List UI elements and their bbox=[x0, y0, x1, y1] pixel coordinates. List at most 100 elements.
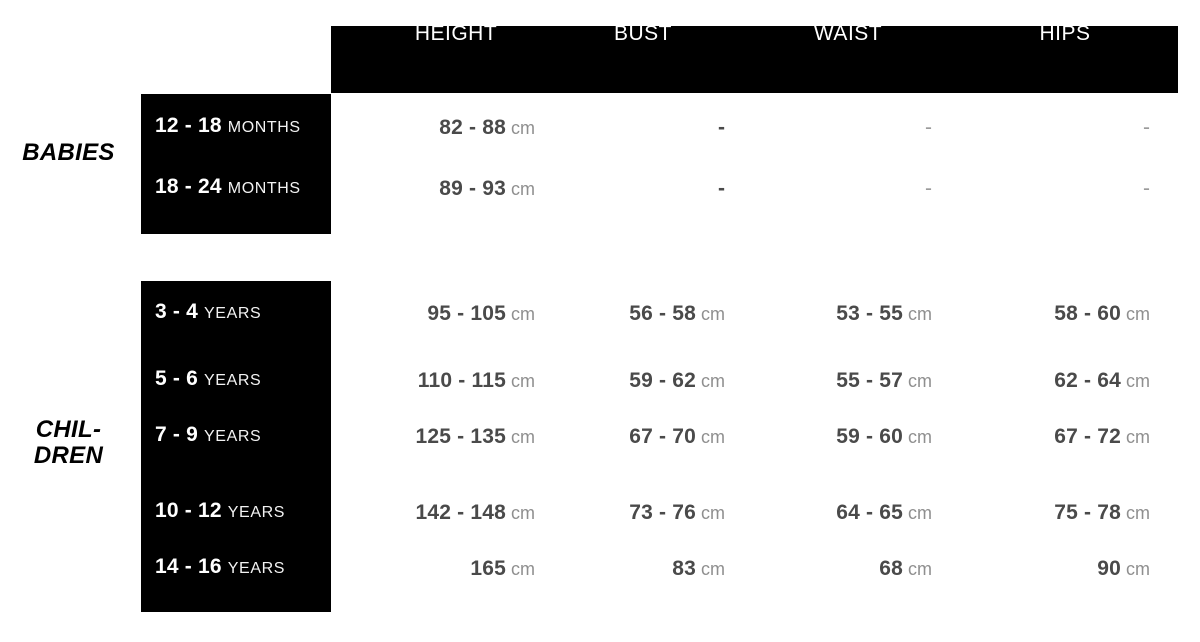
value-unit: cm bbox=[1126, 371, 1150, 391]
value-number: - bbox=[925, 177, 932, 200]
value-cell: 67 - 70 cm bbox=[425, 423, 725, 451]
size-range: 5 - 6 bbox=[155, 367, 199, 390]
value-number: 53 - 55 bbox=[836, 302, 903, 325]
value-number: - bbox=[718, 116, 725, 139]
size-age-unit: MONTHS bbox=[227, 180, 301, 197]
value-number: 55 - 57 bbox=[836, 369, 903, 392]
value-cell: - bbox=[632, 114, 932, 142]
value-number: 59 - 60 bbox=[836, 425, 903, 448]
value-cell: 55 - 57 cm bbox=[632, 367, 932, 395]
size-range: 12 - 18 bbox=[155, 114, 222, 137]
value-number: 56 - 58 bbox=[629, 302, 696, 325]
value-unit: cm bbox=[1126, 304, 1150, 324]
size-age-unit: YEARS bbox=[204, 305, 262, 322]
size-block-children: 3 - 4 YEARS 5 - 6 YEARS 7 - 9 YEARS 10 - 12 YEA… bbox=[141, 281, 331, 612]
value-number: 67 - 72 bbox=[1054, 425, 1121, 448]
value-unit: cm bbox=[511, 427, 535, 447]
value-unit: cm bbox=[701, 371, 725, 391]
value-number: 95 - 105 bbox=[427, 302, 506, 325]
value-unit: cm bbox=[908, 427, 932, 447]
size-label-row: 12 - 18 MONTHS bbox=[155, 114, 301, 138]
size-range: 7 - 9 bbox=[155, 423, 199, 446]
value-cell: 165 cm bbox=[235, 555, 535, 583]
value-cell: 125 - 135 cm bbox=[235, 423, 535, 451]
value-cell: - bbox=[850, 114, 1150, 142]
value-cell: 62 - 64 cm bbox=[850, 367, 1150, 395]
value-cell: 53 - 55 cm bbox=[632, 300, 932, 328]
size-age-unit: YEARS bbox=[227, 560, 286, 577]
size-range: 10 - 12 bbox=[155, 499, 222, 522]
value-cell: 59 - 60 cm bbox=[632, 423, 932, 451]
value-cell: 83 cm bbox=[425, 555, 725, 583]
value-cell: 95 - 105 cm bbox=[235, 300, 535, 328]
size-label-row: 5 - 6 YEARS bbox=[155, 367, 261, 391]
value-unit: cm bbox=[908, 559, 932, 579]
group-label-children: CHIL- DREN bbox=[0, 417, 137, 469]
size-range: 3 - 4 bbox=[155, 300, 199, 323]
value-number: 89 - 93 bbox=[439, 177, 506, 200]
size-age-unit: MONTHS bbox=[227, 119, 301, 136]
value-unit: cm bbox=[908, 503, 932, 523]
column-header-waist: WAIST bbox=[813, 22, 883, 45]
value-cell: 64 - 65 cm bbox=[632, 499, 932, 527]
size-age-unit: YEARS bbox=[204, 428, 262, 445]
value-number: 62 - 64 bbox=[1054, 369, 1121, 392]
value-unit: cm bbox=[701, 503, 725, 523]
value-unit: cm bbox=[1126, 427, 1150, 447]
value-number: 82 - 88 bbox=[439, 116, 506, 139]
value-cell: 75 - 78 cm bbox=[850, 499, 1150, 527]
table-header-bar bbox=[331, 26, 1178, 93]
group-label-line: CHIL- bbox=[35, 416, 102, 443]
value-number: 67 - 70 bbox=[629, 425, 696, 448]
size-label-row: 3 - 4 YEARS bbox=[155, 300, 261, 324]
value-cell: 73 - 76 cm bbox=[425, 499, 725, 527]
value-number: 110 - 115 bbox=[417, 369, 506, 392]
size-label-row: 7 - 9 YEARS bbox=[155, 423, 261, 447]
value-cell: - bbox=[425, 114, 725, 142]
group-label-line: BABIES bbox=[22, 139, 115, 166]
value-cell: 110 - 115 cm bbox=[235, 367, 535, 395]
value-number: 75 - 78 bbox=[1054, 501, 1121, 524]
group-label-line: DREN bbox=[33, 441, 104, 469]
value-unit: cm bbox=[511, 179, 535, 199]
size-age-unit: YEARS bbox=[204, 372, 262, 389]
size-range: 18 - 24 bbox=[155, 175, 222, 198]
size-label-row: 14 - 16 YEARS bbox=[155, 555, 285, 579]
value-cell: - bbox=[632, 175, 932, 203]
value-number: 59 - 62 bbox=[629, 369, 696, 392]
value-number: - bbox=[1143, 116, 1150, 139]
value-number: 68 bbox=[879, 557, 903, 580]
group-label-babies: BABIES bbox=[0, 140, 137, 166]
size-label-row: 18 - 24 MONTHS bbox=[155, 175, 301, 199]
value-cell: - bbox=[425, 175, 725, 203]
column-header-height: HEIGHT bbox=[414, 22, 498, 45]
column-header-hips: HIPS bbox=[1039, 22, 1091, 45]
size-range: 14 - 16 bbox=[155, 555, 222, 578]
value-unit: cm bbox=[1126, 559, 1150, 579]
value-unit: cm bbox=[908, 304, 932, 324]
value-unit: cm bbox=[908, 371, 932, 391]
value-number: 73 - 76 bbox=[629, 501, 696, 524]
value-number: 58 - 60 bbox=[1054, 302, 1121, 325]
value-unit: cm bbox=[511, 118, 535, 138]
size-block-babies: 12 - 18 MONTHS 18 - 24 MONTHS bbox=[141, 94, 331, 234]
value-number: - bbox=[718, 177, 725, 200]
value-unit: cm bbox=[1126, 503, 1150, 523]
value-number: - bbox=[1143, 177, 1150, 200]
value-unit: cm bbox=[701, 304, 725, 324]
value-unit: cm bbox=[511, 559, 535, 579]
value-number: 64 - 65 bbox=[836, 501, 903, 524]
value-cell: 58 - 60 cm bbox=[850, 300, 1150, 328]
size-label-row: 10 - 12 YEARS bbox=[155, 499, 285, 523]
value-unit: cm bbox=[701, 559, 725, 579]
value-unit: cm bbox=[511, 304, 535, 324]
value-unit: cm bbox=[511, 371, 535, 391]
value-cell: 59 - 62 cm bbox=[425, 367, 725, 395]
value-cell: 82 - 88 cm bbox=[235, 114, 535, 142]
value-number: - bbox=[925, 116, 932, 139]
value-cell: 89 - 93 cm bbox=[235, 175, 535, 203]
column-header-bust: BUST bbox=[613, 22, 672, 45]
value-cell: 142 - 148 cm bbox=[235, 499, 535, 527]
value-cell: 68 cm bbox=[632, 555, 932, 583]
